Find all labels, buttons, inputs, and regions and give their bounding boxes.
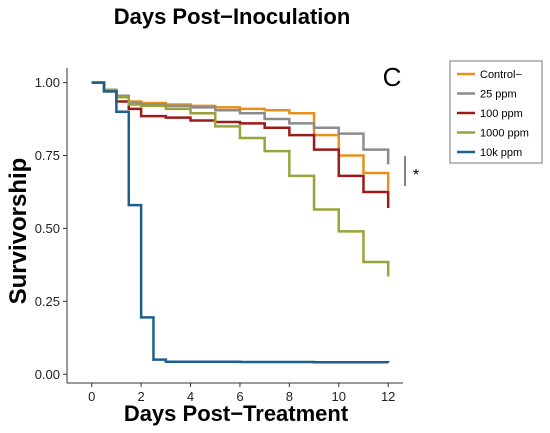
x-tick-label: 4 bbox=[187, 389, 194, 404]
y-axis-title: Survivorship bbox=[5, 158, 32, 305]
x-tick-label: 8 bbox=[286, 389, 293, 404]
series-lines bbox=[91, 81, 390, 364]
y-tick-label: 0.50 bbox=[35, 221, 60, 236]
x-tick-label: 6 bbox=[236, 389, 243, 404]
y-tick-label: 0.00 bbox=[35, 367, 60, 382]
panel-label: C bbox=[383, 62, 402, 92]
x-axis-ticks: 0 2 4 6 8 10 12 bbox=[88, 383, 395, 404]
legend-label: Control− bbox=[480, 69, 522, 81]
y-tick-label: 0.75 bbox=[35, 148, 60, 163]
y-tick-label: 1.00 bbox=[35, 75, 60, 90]
series-line-4 bbox=[91, 81, 390, 364]
x-tick-label: 2 bbox=[138, 389, 145, 404]
y-tick-label: 0.25 bbox=[35, 294, 60, 309]
x-axis-title: Days Post−Treatment bbox=[124, 401, 349, 426]
legend-label: 25 ppm bbox=[480, 89, 517, 101]
x-tick-label: 0 bbox=[88, 389, 95, 404]
legend: Control− 25 ppm 100 ppm 1000 ppm 10k ppm bbox=[449, 60, 543, 164]
series-line-3 bbox=[91, 81, 390, 277]
chart-title: Days Post−Inoculation bbox=[114, 4, 351, 29]
legend-label: 10k ppm bbox=[480, 147, 522, 159]
x-tick-label: 12 bbox=[381, 389, 395, 404]
x-tick-label: 10 bbox=[332, 389, 346, 404]
legend-label: 100 ppm bbox=[480, 108, 523, 120]
series-line-1 bbox=[91, 81, 390, 165]
y-axis-ticks: 0.00 0.25 0.50 0.75 1.00 bbox=[35, 75, 67, 382]
significance-annotation: * bbox=[413, 167, 419, 184]
plot-area: 0.00 0.25 0.50 0.75 1.00 0 2 4 6 8 10 12 bbox=[35, 68, 403, 404]
legend-label: 1000 ppm bbox=[480, 128, 529, 140]
